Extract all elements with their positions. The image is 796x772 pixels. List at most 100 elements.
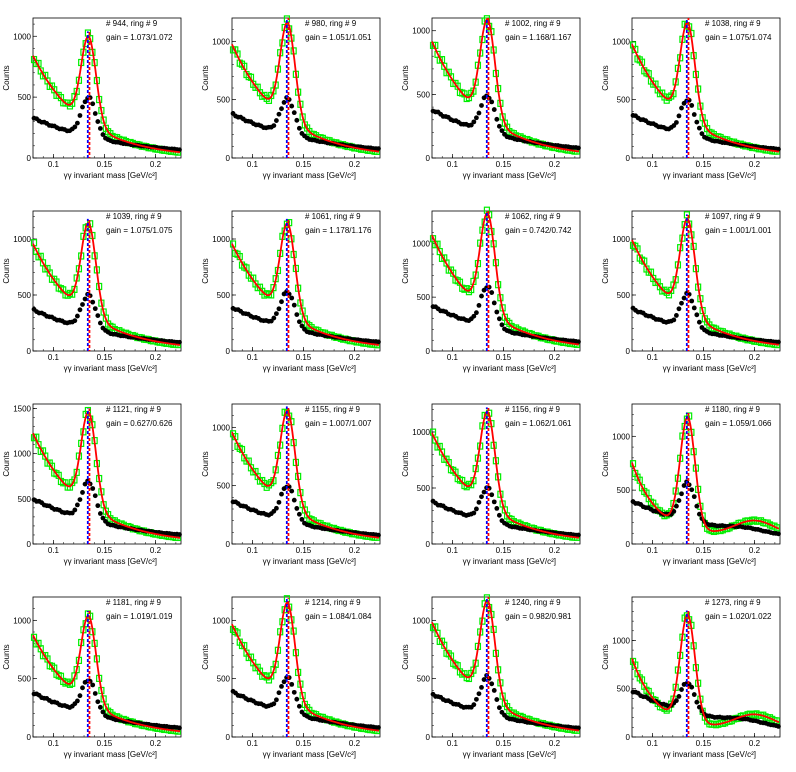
y-tick-label: 500	[417, 675, 431, 684]
y-tick-label: 500	[217, 675, 231, 684]
black-point	[289, 681, 295, 687]
y-tick-label: 0	[27, 540, 32, 549]
gain-label: gain = 0.982/0.981	[505, 612, 572, 621]
black-point	[676, 498, 682, 503]
black-point	[474, 310, 479, 316]
black-point	[296, 511, 302, 517]
black-point	[95, 119, 101, 124]
panel-id-label: # 980, ring # 9	[305, 19, 357, 28]
y-tick-label: 0	[626, 347, 631, 356]
y-tick-label: 1000	[212, 423, 230, 432]
x-tick-label: 0.15	[296, 546, 312, 555]
black-point	[100, 709, 106, 715]
black-point	[291, 689, 297, 695]
black-point	[481, 677, 487, 682]
x-tick-label: 0.2	[549, 160, 561, 169]
fit-curve	[631, 613, 780, 726]
y-tick-label: 1000	[13, 235, 31, 244]
black-point	[494, 309, 500, 315]
panel-id-label: # 1214, ring # 9	[305, 598, 361, 607]
black-point	[92, 691, 98, 696]
y-tick-label: 500	[18, 291, 32, 300]
black-point	[689, 487, 695, 493]
black-point	[294, 312, 300, 317]
panel-id-label: # 1156, ring # 9	[505, 405, 561, 414]
x-tick-label: 0.1	[447, 353, 459, 362]
y-tick-label: 500	[617, 96, 631, 105]
black-point	[694, 119, 700, 125]
plot-frame	[32, 403, 182, 545]
y-tick-label: 500	[617, 685, 631, 694]
black-point	[699, 131, 705, 137]
black-point	[274, 118, 279, 123]
y-axis-title: Counts	[201, 258, 210, 283]
black-point	[681, 483, 687, 488]
black-point	[177, 725, 182, 731]
black-point	[696, 319, 702, 325]
y-tick-label: 0	[226, 154, 231, 163]
green-point	[42, 452, 49, 460]
black-point	[474, 115, 479, 121]
green-point	[432, 436, 439, 444]
black-point	[72, 124, 78, 130]
y-tick-label: 1000	[212, 616, 230, 625]
gain-label: gain = 1.084/1.084	[305, 612, 372, 621]
y-tick-label: 0	[426, 347, 431, 356]
gain-label: gain = 1.007/1.007	[305, 419, 372, 428]
y-tick-label: 1000	[612, 37, 630, 46]
gain-label: gain = 1.051/1.051	[305, 33, 372, 42]
x-tick-label: 0.2	[749, 353, 761, 362]
y-tick-label: 1000	[612, 432, 630, 441]
panel-4: 0.1 0.15 0.2 0 500 1000 γγ invariant mass [GeV…	[601, 17, 781, 180]
panel-8: 0.1 0.15 0.2 0 500 1000 γγ invariant mass [GeV…	[601, 210, 781, 373]
green-point	[450, 269, 457, 277]
black-point	[576, 532, 581, 538]
black-point	[499, 128, 505, 134]
black-point	[679, 300, 684, 306]
fit-curve	[32, 34, 181, 154]
black-point	[376, 339, 381, 345]
black-point	[496, 705, 502, 711]
black-point	[376, 146, 381, 151]
black-point	[489, 681, 495, 687]
black-point	[494, 116, 500, 122]
green-point	[443, 259, 450, 267]
black-point	[476, 110, 482, 116]
y-tick-label: 500	[617, 486, 631, 495]
black-point	[674, 698, 679, 704]
black-point	[679, 687, 684, 692]
x-axis-title: γγ invariant mass [GeV/c²]	[663, 750, 756, 759]
black-point	[276, 111, 282, 117]
x-tick-label: 0.1	[647, 160, 659, 169]
black-point	[276, 306, 282, 312]
black-point	[489, 290, 495, 295]
x-tick-label: 0.2	[349, 739, 361, 748]
black-point	[296, 125, 302, 131]
black-point	[100, 132, 106, 137]
x-axis-title: γγ invariant mass [GeV/c²]	[663, 557, 756, 566]
y-tick-label: 500	[417, 293, 431, 302]
black-point	[294, 117, 300, 123]
x-tick-label: 0.15	[696, 353, 712, 362]
x-tick-label: 0.1	[247, 160, 259, 169]
black-point	[92, 111, 98, 116]
black-point	[82, 99, 88, 105]
gain-label: gain = 1.019/1.019	[106, 612, 173, 621]
y-tick-label: 1000	[412, 239, 430, 248]
green-point	[773, 524, 780, 532]
panel-id-label: # 1180, ring # 9	[705, 405, 761, 414]
green-point	[30, 633, 38, 641]
fit-curve	[231, 409, 380, 539]
panel-6: 0.1 0.15 0.2 0 500 1000 γγ invariant mass [GeV…	[201, 210, 381, 373]
fit-curve	[631, 415, 780, 532]
black-point	[776, 339, 781, 345]
x-axis-title: γγ invariant mass [GeV/c²]	[64, 557, 157, 566]
black-point	[489, 492, 495, 498]
black-point	[576, 725, 581, 731]
x-tick-label: 0.1	[247, 546, 259, 555]
black-point	[75, 698, 80, 704]
y-axis-title: Counts	[2, 451, 11, 476]
black-point	[90, 101, 96, 107]
x-tick-label: 0.1	[447, 160, 459, 169]
black-point	[80, 104, 85, 110]
